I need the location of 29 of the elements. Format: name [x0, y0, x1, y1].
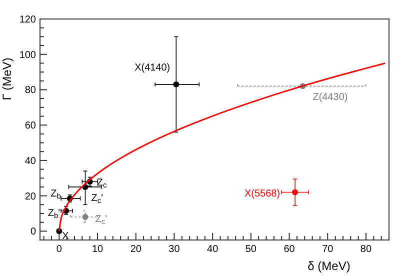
- series-label: Z$_{b}$': [48, 208, 60, 220]
- y-axis-title: Γ (MeV): [0, 58, 14, 100]
- point: [292, 189, 298, 196]
- y-tick-label: 20: [24, 191, 36, 202]
- x-tick-label: 60: [284, 244, 296, 255]
- y-tick-label: 0: [30, 226, 36, 238]
- series-label: Z$_{c}$': [91, 192, 104, 206]
- x-tick-label: 70: [322, 244, 334, 255]
- y-tick-label: 40: [24, 156, 36, 167]
- x-tick-label: 40: [207, 244, 219, 255]
- series-label: X(5568): [244, 188, 280, 200]
- x-tick-label: 20: [130, 244, 142, 255]
- x-tick-label: 80: [360, 244, 372, 255]
- series-label: Z$_{c}$': [95, 214, 108, 226]
- y-tick-label: 100: [19, 50, 36, 61]
- series-label: Z(4430): [312, 92, 348, 104]
- x-tick-label: 10: [92, 244, 104, 255]
- x-axis-title: δ (MeV): [308, 259, 350, 273]
- series-label: X(4140): [134, 62, 170, 74]
- x-tick-label: 0: [56, 244, 62, 255]
- y-tick-label: 60: [24, 120, 36, 132]
- x-tick-label: 30: [168, 244, 180, 255]
- point: [173, 81, 180, 88]
- y-tick-label: 120: [19, 14, 36, 26]
- y-tick-label: 80: [24, 85, 36, 96]
- point: [82, 214, 88, 220]
- series-label: Z$_{b}$: [50, 188, 61, 201]
- x-tick-label: 50: [245, 244, 257, 255]
- series-label: Z$_{c}$: [96, 178, 107, 190]
